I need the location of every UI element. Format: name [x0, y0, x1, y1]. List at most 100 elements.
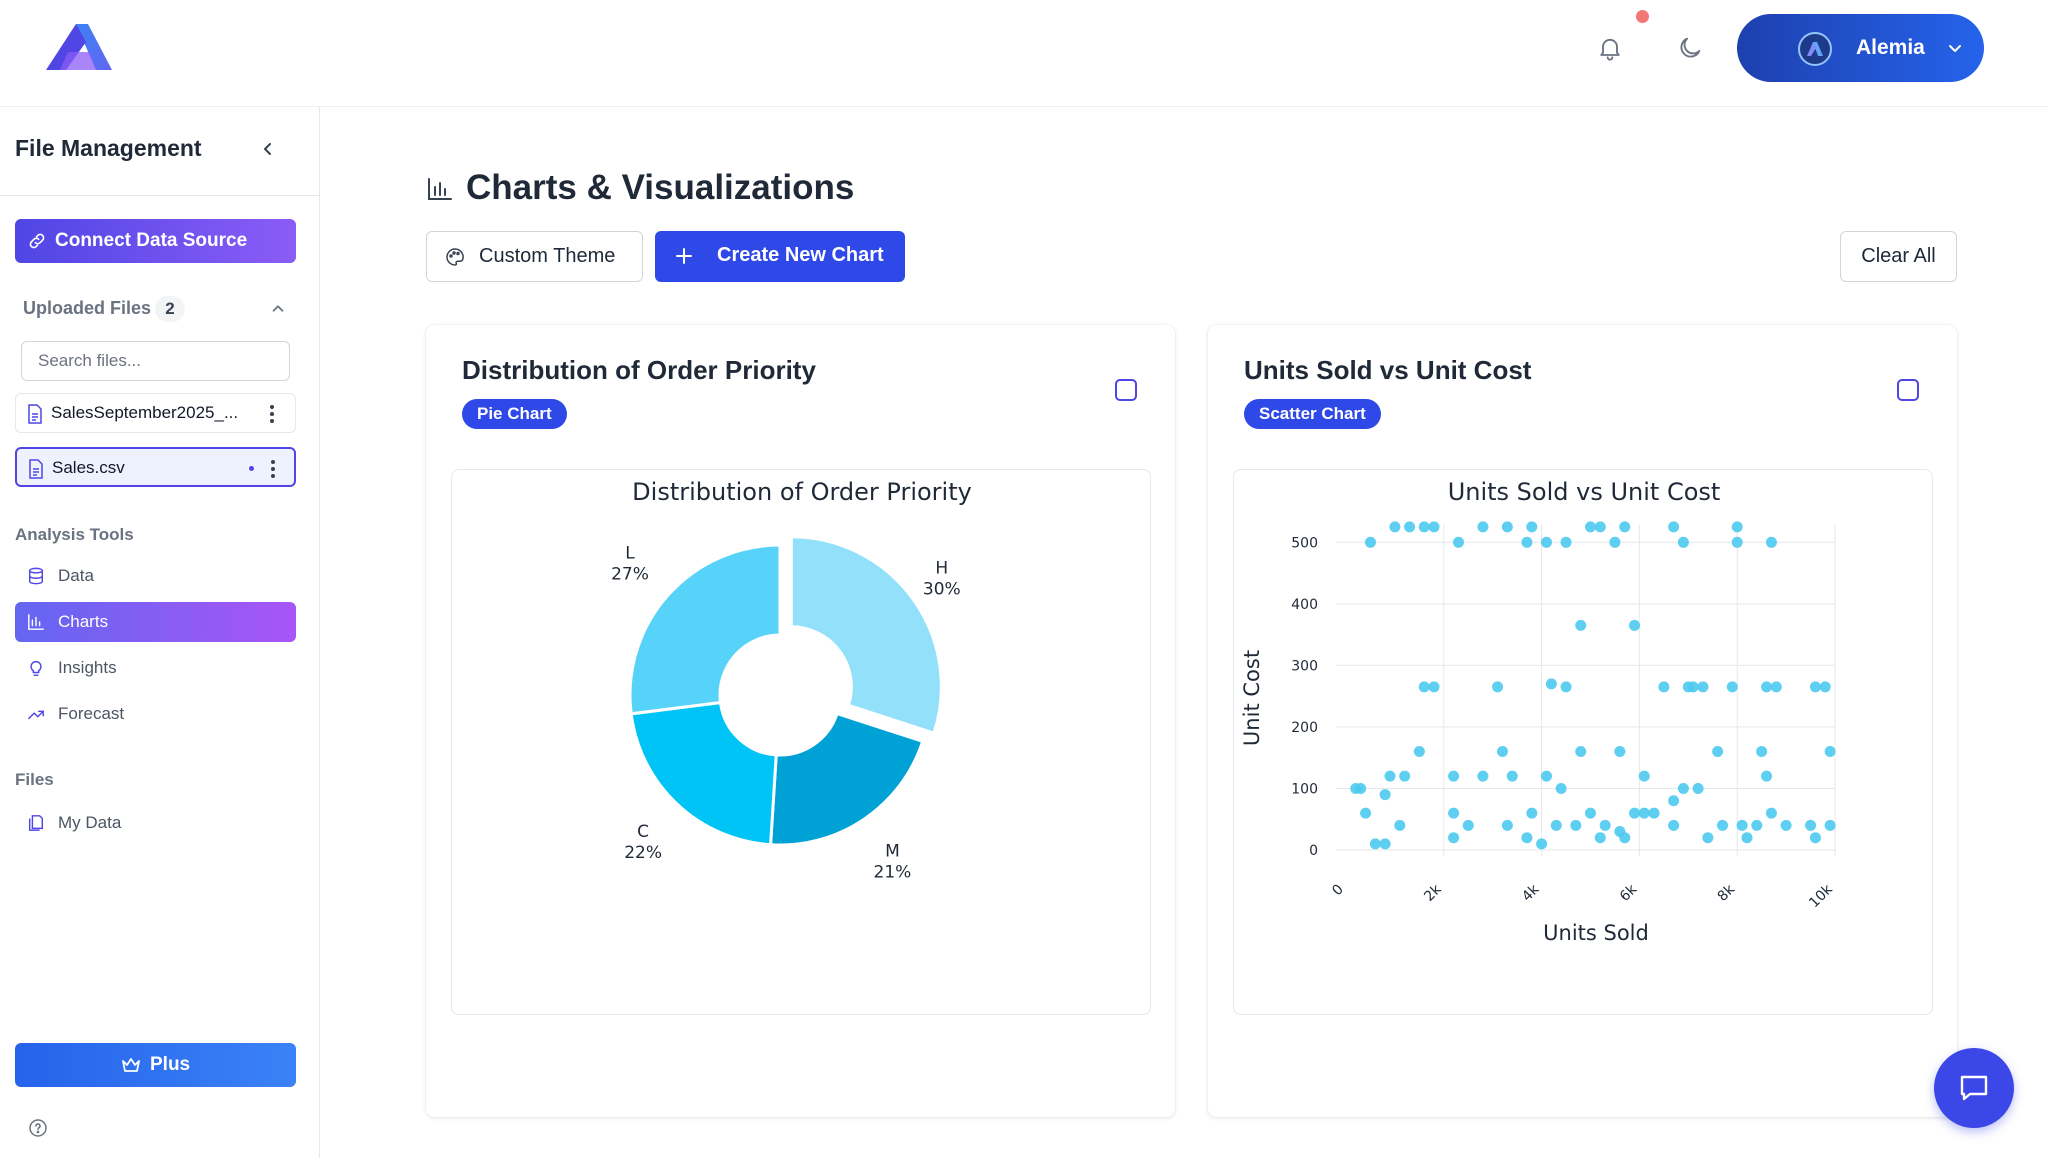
scatter-point[interactable]	[1585, 521, 1596, 533]
scatter-point[interactable]	[1413, 746, 1425, 758]
file-item-active[interactable]: Sales.csv	[15, 447, 296, 487]
scatter-point[interactable]	[1521, 536, 1533, 548]
scatter-point[interactable]	[1521, 832, 1533, 844]
scatter-point[interactable]	[1506, 770, 1518, 782]
scatter-point[interactable]	[1780, 819, 1792, 831]
scatter-point[interactable]	[1418, 521, 1430, 533]
scatter-point[interactable]	[1619, 521, 1631, 533]
nav-item-data[interactable]: Data	[15, 556, 296, 596]
scatter-point[interactable]	[1824, 819, 1836, 831]
scatter-point[interactable]	[1629, 619, 1641, 631]
create-new-chart-button[interactable]: Create New Chart	[655, 231, 905, 282]
scatter-point[interactable]	[1770, 681, 1782, 693]
bell-icon[interactable]	[1596, 34, 1624, 62]
scatter-point[interactable]	[1501, 819, 1513, 831]
scatter-point[interactable]	[1379, 838, 1391, 850]
scatter-point[interactable]	[1668, 521, 1680, 533]
scatter-point[interactable]	[1477, 521, 1489, 533]
scatter-point[interactable]	[1575, 746, 1587, 758]
scatter-point[interactable]	[1399, 770, 1411, 782]
scatter-point[interactable]	[1765, 807, 1777, 819]
scatter-point[interactable]	[1658, 681, 1670, 693]
pie-slice-M[interactable]	[768, 711, 925, 847]
scatter-point[interactable]	[1355, 782, 1367, 794]
scatter-point[interactable]	[1809, 681, 1821, 693]
connect-data-source-button[interactable]: Connect Data Source	[15, 219, 296, 263]
pie-slice-H[interactable]	[789, 535, 943, 736]
scatter-point[interactable]	[1717, 819, 1729, 831]
scatter-point[interactable]	[1536, 838, 1548, 850]
scatter-point[interactable]	[1819, 681, 1831, 693]
pie-slice-C[interactable]	[629, 700, 778, 847]
pie-slice-L[interactable]	[628, 543, 782, 716]
scatter-point[interactable]	[1550, 819, 1562, 831]
nav-item-forecast[interactable]: Forecast	[15, 694, 296, 734]
scatter-point[interactable]	[1501, 521, 1513, 533]
search-files-input[interactable]	[21, 341, 290, 381]
scatter-point[interactable]	[1648, 807, 1660, 819]
scatter-point[interactable]	[1369, 838, 1381, 850]
scatter-point[interactable]	[1418, 681, 1430, 693]
scatter-point[interactable]	[1428, 521, 1440, 533]
scatter-point[interactable]	[1668, 819, 1680, 831]
scatter-point[interactable]	[1594, 521, 1606, 533]
scatter-point[interactable]	[1477, 770, 1489, 782]
file-item[interactable]: SalesSeptember2025_...	[15, 393, 296, 433]
scatter-point[interactable]	[1394, 819, 1406, 831]
scatter-point[interactable]	[1668, 795, 1680, 807]
scatter-point[interactable]	[1692, 782, 1704, 794]
scatter-point[interactable]	[1599, 819, 1611, 831]
scatter-point[interactable]	[1726, 681, 1738, 693]
scatter-point[interactable]	[1736, 819, 1748, 831]
scatter-point[interactable]	[1761, 681, 1773, 693]
scatter-point[interactable]	[1448, 832, 1460, 844]
scatter-point[interactable]	[1594, 832, 1606, 844]
scatter-point[interactable]	[1638, 807, 1650, 819]
scatter-point[interactable]	[1638, 770, 1650, 782]
scatter-point[interactable]	[1560, 536, 1572, 548]
scatter-point[interactable]	[1389, 521, 1401, 533]
scatter-point[interactable]	[1448, 807, 1460, 819]
scatter-point[interactable]	[1555, 782, 1567, 794]
nav-item-insights[interactable]: Insights	[15, 648, 296, 688]
user-menu-button[interactable]: Alemia	[1737, 14, 1984, 82]
scatter-point[interactable]	[1570, 819, 1582, 831]
select-checkbox[interactable]	[1897, 379, 1919, 401]
scatter-point[interactable]	[1585, 807, 1596, 819]
scatter-point[interactable]	[1462, 819, 1474, 831]
scatter-point[interactable]	[1751, 819, 1763, 831]
scatter-point[interactable]	[1526, 521, 1538, 533]
scatter-point[interactable]	[1805, 819, 1817, 831]
scatter-point[interactable]	[1702, 832, 1714, 844]
scatter-point[interactable]	[1731, 521, 1743, 533]
scatter-point[interactable]	[1560, 681, 1572, 693]
scatter-point[interactable]	[1824, 746, 1836, 758]
scatter-point[interactable]	[1364, 536, 1376, 548]
scatter-point[interactable]	[1575, 619, 1587, 631]
scatter-point[interactable]	[1492, 681, 1504, 693]
scatter-point[interactable]	[1761, 770, 1773, 782]
custom-theme-button[interactable]: Custom Theme	[426, 231, 643, 282]
scatter-point[interactable]	[1540, 536, 1552, 548]
chevron-left-icon[interactable]	[258, 139, 278, 159]
scatter-point[interactable]	[1687, 681, 1699, 693]
select-checkbox[interactable]	[1115, 379, 1137, 401]
nav-item-my-data[interactable]: My Data	[15, 803, 296, 843]
scatter-point[interactable]	[1452, 536, 1464, 548]
scatter-point[interactable]	[1741, 832, 1753, 844]
scatter-point[interactable]	[1677, 536, 1689, 548]
plus-upgrade-button[interactable]: Plus	[15, 1043, 296, 1087]
moon-icon[interactable]	[1676, 34, 1704, 62]
scatter-point[interactable]	[1360, 807, 1372, 819]
scatter-point[interactable]	[1619, 832, 1631, 844]
scatter-point[interactable]	[1712, 746, 1724, 758]
clear-all-button[interactable]: Clear All	[1840, 231, 1957, 282]
scatter-point[interactable]	[1809, 832, 1821, 844]
scatter-point[interactable]	[1697, 681, 1709, 693]
scatter-point[interactable]	[1609, 536, 1621, 548]
scatter-point[interactable]	[1756, 746, 1768, 758]
more-vertical-icon[interactable]	[270, 459, 276, 479]
scatter-point[interactable]	[1545, 678, 1557, 690]
scatter-point[interactable]	[1448, 770, 1460, 782]
scatter-point[interactable]	[1765, 536, 1777, 548]
